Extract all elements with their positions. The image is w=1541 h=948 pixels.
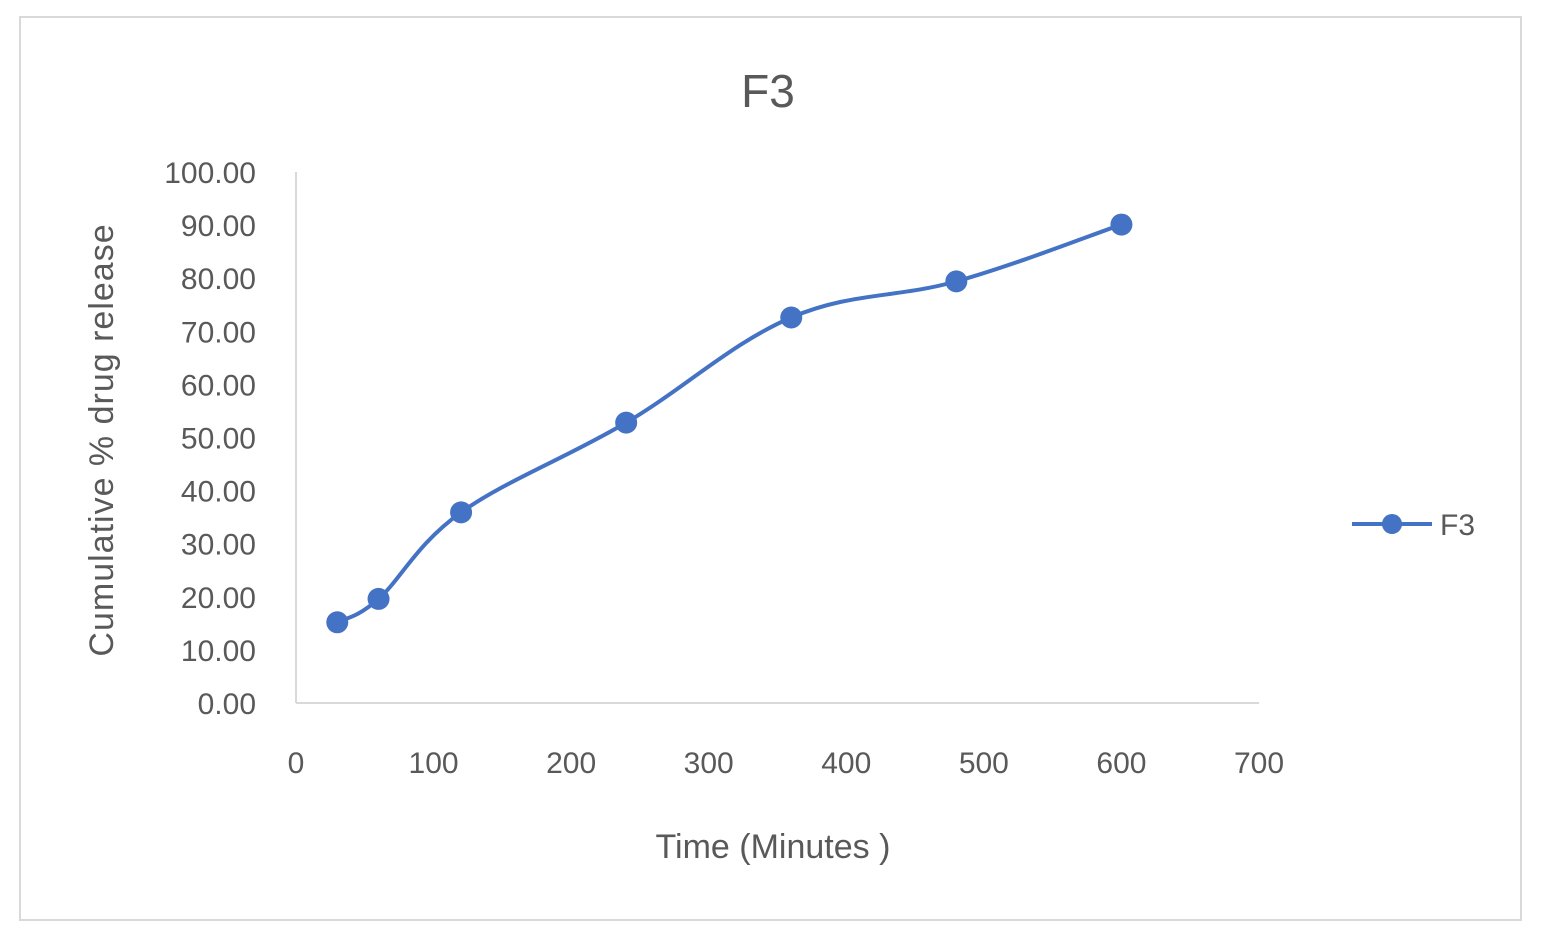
x-axis: 0 100 200 300 400 500 600 700	[288, 702, 1284, 780]
x-axis-label: Time (Minutes )	[656, 828, 891, 866]
x-tick-label: 400	[821, 747, 871, 780]
y-tick-label: 60.00	[181, 369, 256, 402]
data-point	[326, 611, 349, 634]
data-point	[780, 306, 803, 329]
y-tick-label: 90.00	[181, 210, 256, 243]
y-tick-label: 10.00	[181, 635, 256, 668]
y-axis: 0.00 10.00 20.00 30.00 40.00 50.00 60.00 70.00 8…	[164, 157, 297, 721]
data-point	[1110, 213, 1133, 236]
y-tick-label: 0.00	[198, 688, 256, 721]
x-tick-label: 100	[409, 747, 459, 780]
y-tick-label: 40.00	[181, 476, 256, 509]
x-tick-label: 300	[684, 747, 734, 780]
chart-title: F3	[741, 65, 795, 117]
y-tick-label: 70.00	[181, 316, 256, 349]
x-tick-label: 700	[1234, 747, 1284, 780]
x-tick-label: 600	[1096, 747, 1146, 780]
y-tick-label: 50.00	[181, 423, 256, 456]
x-tick-label: 200	[546, 747, 596, 780]
y-tick-label: 80.00	[181, 263, 256, 296]
chart-border	[19, 16, 1522, 921]
y-tick-label: 20.00	[181, 582, 256, 615]
x-tick-label: 500	[959, 747, 1009, 780]
x-tick-label: 0	[288, 747, 305, 780]
data-point	[945, 270, 968, 293]
y-axis-label: Cumulative % drug release	[83, 223, 121, 656]
legend-label: F3	[1440, 509, 1475, 542]
data-point	[615, 411, 638, 434]
y-tick-label: 100.00	[164, 157, 256, 190]
legend-marker	[1382, 514, 1402, 534]
legend: F3	[1352, 509, 1475, 542]
series-f3	[326, 213, 1133, 634]
data-point	[367, 587, 390, 610]
y-tick-label: 30.00	[181, 529, 256, 562]
data-point	[450, 501, 473, 524]
